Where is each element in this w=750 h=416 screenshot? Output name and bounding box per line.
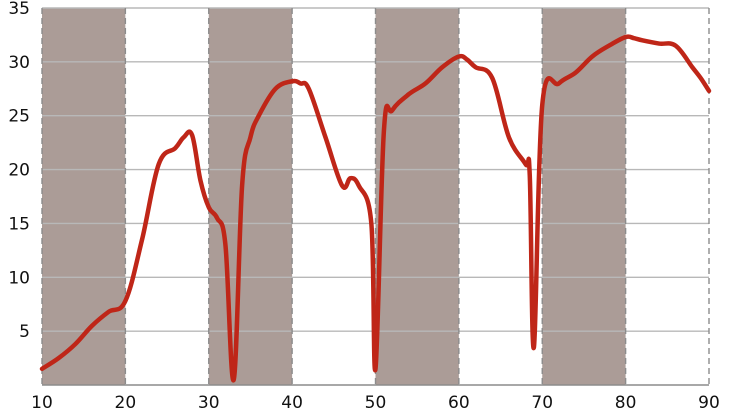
shaded-band <box>375 8 459 385</box>
x-tick-label: 40 <box>281 393 303 413</box>
y-tick-label: 35 <box>8 0 30 19</box>
x-axis-ticks: 10 20 30 40 50 60 70 80 90 <box>31 393 720 413</box>
series-line <box>39 34 712 383</box>
shaded-band <box>42 8 126 385</box>
x-tick-label: 60 <box>448 393 470 413</box>
x-tick-label: 10 <box>31 393 53 413</box>
shaded-bands <box>42 8 626 385</box>
shaded-band <box>208 8 293 385</box>
x-tick-label: 70 <box>531 393 553 413</box>
y-axis-ticks: 5 10 15 20 25 30 35 <box>8 0 30 342</box>
y-tick-label: 25 <box>8 107 30 127</box>
y-tick-label: 20 <box>8 161 30 181</box>
x-tick-label: 50 <box>365 393 387 413</box>
shaded-band <box>542 8 626 385</box>
series-layer <box>39 34 712 383</box>
x-tick-label: 90 <box>698 393 720 413</box>
y-tick-label: 30 <box>8 53 30 73</box>
y-tick-label: 10 <box>8 268 30 288</box>
y-tick-label: 5 <box>19 322 30 342</box>
x-tick-label: 80 <box>615 393 637 413</box>
y-tick-label: 15 <box>8 214 30 234</box>
x-tick-label: 20 <box>115 393 137 413</box>
x-tick-label: 30 <box>198 393 220 413</box>
